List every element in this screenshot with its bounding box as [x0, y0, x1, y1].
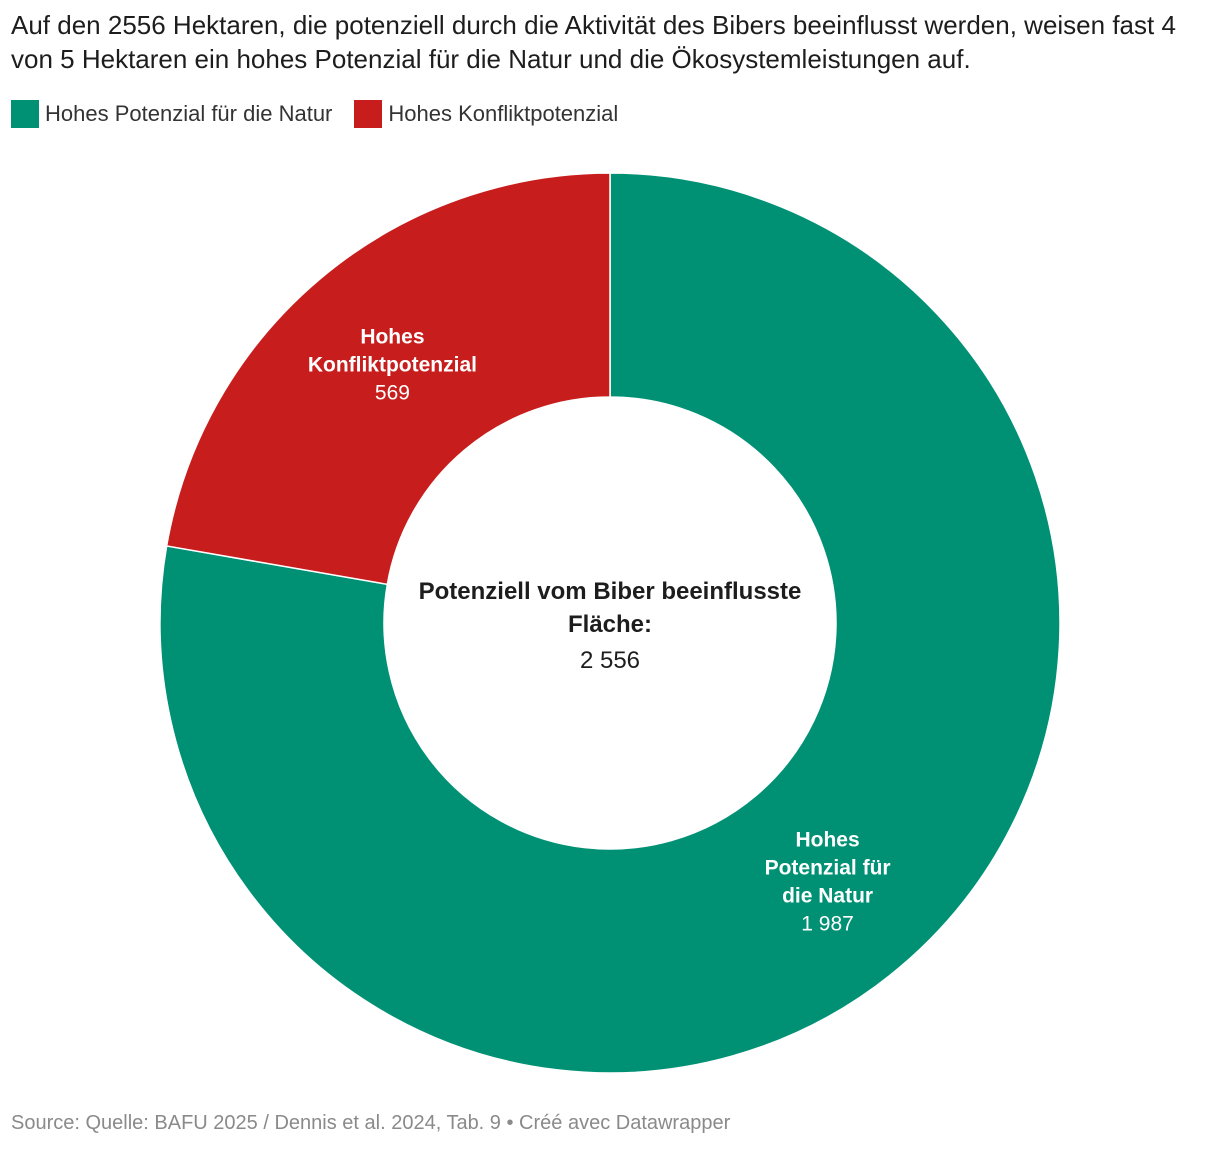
slice-label-konflikt: Hohes — [360, 325, 424, 348]
slice-label-natur: die Natur — [782, 885, 873, 908]
legend: Hohes Potenzial für die Natur Hohes Konf… — [11, 100, 640, 128]
slice-label-konflikt: Konfliktpotenzial — [308, 353, 477, 376]
slice-value-konflikt: 569 — [375, 381, 410, 404]
legend-label-konflikt: Hohes Konfliktpotenzial — [388, 101, 619, 126]
donut-slice-konflikt — [165, 172, 611, 586]
chart-title: Auf den 2556 Hektaren, die potenziell du… — [11, 10, 1176, 74]
slice-label-natur: Hohes — [795, 829, 859, 852]
slice-value-natur: 1 987 — [801, 913, 854, 936]
legend-item-konflikt: Hohes Konfliktpotenzial — [354, 100, 618, 128]
legend-swatch-natur — [11, 100, 39, 128]
slice-label-natur: Potenzial für — [765, 857, 891, 880]
center-total-value: 2 556 — [580, 647, 640, 674]
donut-slice-natur — [159, 172, 1061, 1074]
center-label: Fläche: — [568, 611, 652, 638]
center-label: Potenziell vom Biber beeinflusste — [419, 578, 802, 605]
legend-label-natur: Hohes Potenzial für die Natur — [45, 101, 333, 126]
legend-item-natur: Hohes Potenzial für die Natur — [11, 100, 332, 128]
legend-swatch-konflikt — [354, 100, 383, 128]
source-note: Source: Quelle: BAFU 2025 / Dennis et al… — [11, 1112, 731, 1134]
